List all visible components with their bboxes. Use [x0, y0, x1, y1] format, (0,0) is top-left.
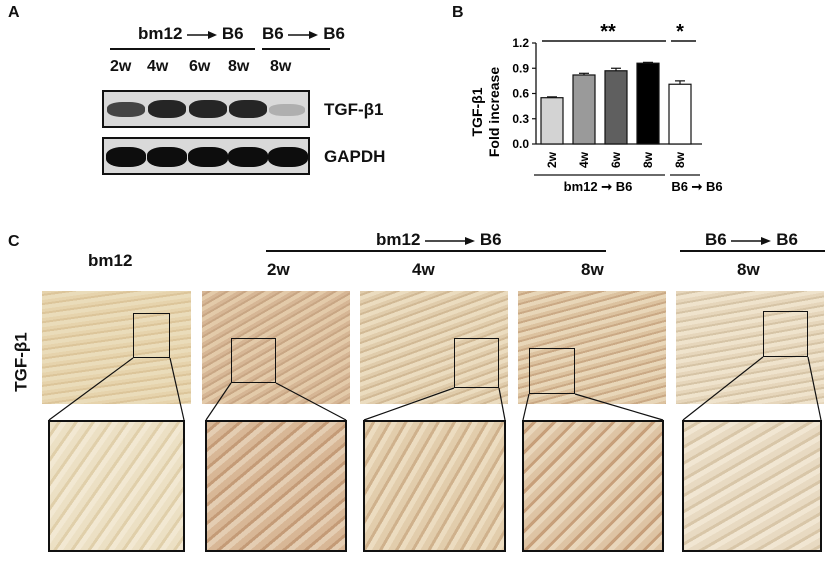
blot-band	[106, 147, 146, 167]
arrow-right-icon	[288, 25, 319, 45]
y-tick-label: 0.6	[512, 87, 529, 101]
x-tick-label: 8w	[673, 151, 687, 168]
roi-box	[454, 338, 499, 388]
group-c-b6-target: B6	[776, 230, 798, 249]
micrograph-4w	[360, 291, 508, 404]
blot-band	[188, 147, 228, 167]
bar	[540, 97, 564, 145]
col-label: 8w	[737, 260, 760, 279]
group-c-underline-bm12	[266, 250, 606, 252]
lane-label: 6w	[189, 58, 211, 75]
col-label: 2w	[267, 260, 290, 279]
bar-chart: TGF-β1 Fold increase 0.0 0.3 0.6 0.9 1.2 2w 4…	[469, 21, 723, 194]
roi-box	[529, 348, 575, 394]
blot-band	[147, 147, 187, 167]
x-tick-label: 6w	[609, 151, 623, 168]
roi-box	[763, 311, 808, 357]
significance-double: **	[600, 21, 616, 43]
blot-row-label-gapdh: GAPDH	[324, 147, 386, 166]
bar	[604, 70, 628, 145]
arrow-right-icon	[731, 231, 772, 251]
micrograph-2w	[202, 291, 350, 404]
lane-label: 4w	[147, 58, 169, 75]
roi-box	[133, 313, 170, 358]
zoom-micrograph-bm12	[48, 420, 185, 552]
blot-gapdh	[102, 137, 310, 175]
lane-label: 8w	[270, 58, 292, 75]
group-b6-text: B6	[262, 24, 284, 43]
micrograph-8w	[518, 291, 666, 404]
group-underline-bm12	[110, 48, 255, 50]
col-label: 4w	[412, 260, 435, 279]
arrow-right-icon	[187, 25, 218, 45]
blot-band	[107, 102, 145, 117]
group-header-c-b6: B6 B6	[705, 230, 798, 251]
row-label-tgf-text: TGF-β1	[11, 332, 31, 392]
zoom-micrograph-2w	[205, 420, 347, 552]
zoom-micrograph-8w	[522, 420, 664, 552]
micrograph-bm12	[42, 291, 191, 404]
x-tick-label: 4w	[577, 151, 591, 168]
lane-label: 2w	[110, 58, 132, 75]
significance-single: *	[676, 21, 684, 43]
zoom-micrograph-4w	[363, 420, 506, 552]
group-underline-b6	[262, 48, 330, 50]
group-bm12-target: B6	[221, 24, 244, 43]
blot-band	[148, 100, 186, 118]
blot-band	[189, 100, 227, 118]
lane-label: 8w	[228, 58, 250, 75]
group-c-underline-b6	[680, 250, 825, 252]
arrow-right-icon	[425, 231, 476, 251]
group-header-b6: B6 B6	[262, 24, 345, 45]
bar	[636, 62, 660, 145]
x-tick-label: 2w	[545, 151, 559, 168]
chart-ylabel-line2: Fold increase	[486, 67, 502, 157]
col-header-bm12: bm12	[88, 251, 133, 270]
blot-band	[229, 100, 267, 118]
y-tick-label: 0.0	[512, 137, 529, 151]
col-label: 8w	[581, 260, 604, 279]
blot-band	[268, 147, 308, 167]
blot-band	[228, 147, 268, 167]
panel-label-c: C	[8, 233, 20, 250]
group-bm12-text: bm12	[138, 24, 183, 43]
panel-label-b: B	[452, 4, 464, 21]
x-tick-label: 8w	[641, 151, 655, 168]
panel-label-a: A	[8, 4, 20, 21]
group-c-b6-text: B6	[705, 230, 727, 249]
group-c-bm12-target: B6	[479, 230, 502, 249]
group-header-bm12: bm12 B6	[138, 24, 244, 45]
roi-box	[231, 338, 276, 383]
blot-band	[269, 104, 305, 116]
group-b6-target: B6	[323, 24, 345, 43]
blot-tgf-beta1	[102, 90, 310, 128]
y-tick-label: 0.9	[512, 61, 529, 75]
y-tick-label: 0.3	[512, 112, 529, 126]
group-label-b6: B6 ➞ B6	[671, 179, 722, 194]
chart-ylabel-line1: TGF-β1	[469, 87, 485, 136]
group-label-bm12: bm12 ➞ B6	[564, 179, 633, 194]
row-label-tgf: TGF-β1	[4, 332, 31, 391]
y-tick-label: 1.2	[512, 36, 529, 50]
group-header-c-bm12: bm12 B6	[376, 230, 502, 251]
blot-row-label-tgf: TGF-β1	[324, 100, 384, 119]
micrograph-b6-8w	[676, 291, 824, 404]
bar	[572, 74, 596, 145]
group-c-bm12-text: bm12	[376, 230, 421, 249]
zoom-micrograph-b6-8w	[682, 420, 822, 552]
bar	[668, 83, 692, 145]
